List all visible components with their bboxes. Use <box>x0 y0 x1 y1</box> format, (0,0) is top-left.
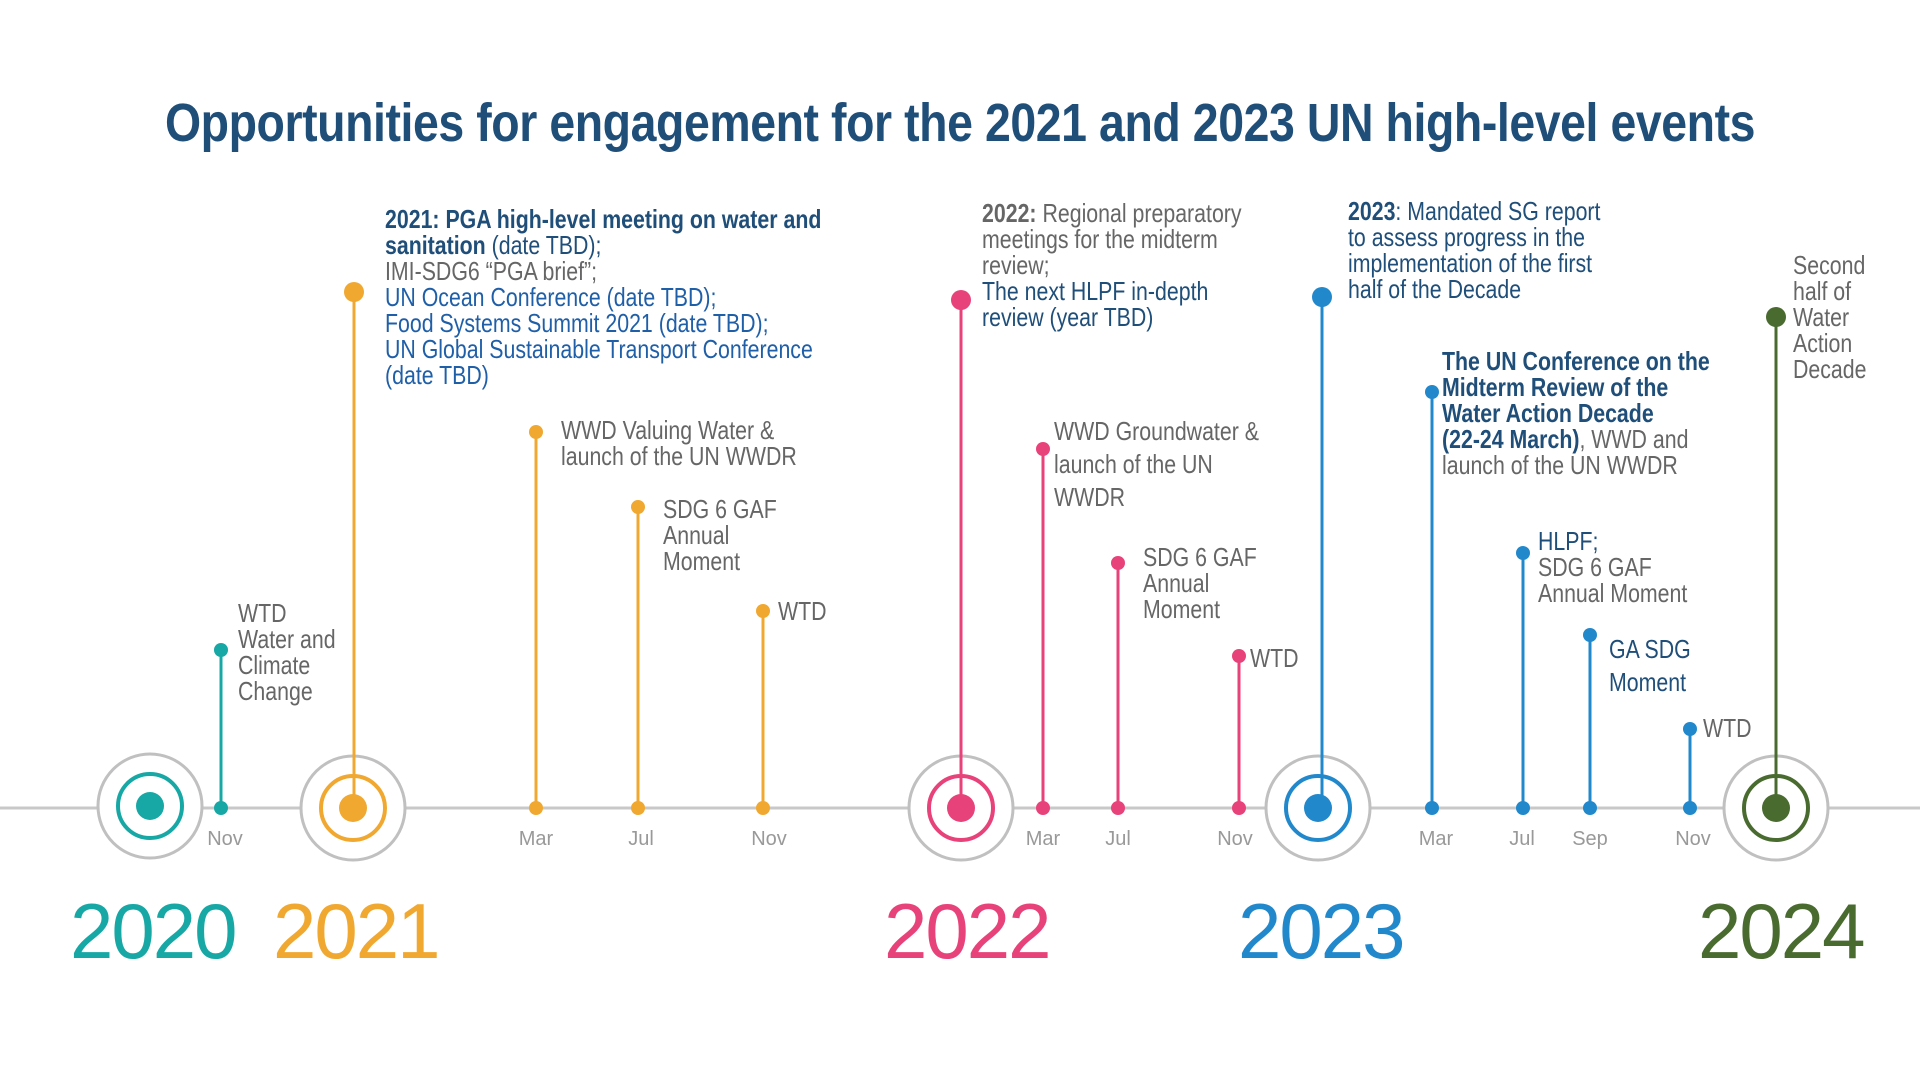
stem-wtd-2021 <box>756 604 770 815</box>
month-label: Nov <box>1675 828 1711 850</box>
page-title: Opportunities for engagement for the 202… <box>164 93 1756 153</box>
year-label-2021: 2021 <box>273 887 441 975</box>
stem-wwd-2021 <box>529 425 543 815</box>
event-wtd-2022: WTD <box>1250 643 1299 673</box>
event-2021-main: 2021: PGA high-level meeting on water an… <box>385 204 822 390</box>
year-label-2022: 2022 <box>884 887 1052 975</box>
month-label: Sep <box>1572 828 1608 850</box>
event-wtd-2023: WTD <box>1703 713 1752 743</box>
stem-gaf-2022 <box>1111 556 1125 815</box>
stem-hlpf-2023 <box>1516 546 1530 815</box>
stem-conf-2023 <box>1425 385 1439 815</box>
stem-2024-main <box>1766 307 1786 808</box>
event-2022-main: 2022: Regional preparatory meetings for … <box>982 198 1242 332</box>
event-ga-2023: GA SDG Moment <box>1609 634 1691 697</box>
event-2023-main: 2023: Mandated SG report to assess progr… <box>1348 196 1601 304</box>
event-hlpf-2023: HLPF; SDG 6 GAF Annual Moment <box>1538 526 1688 608</box>
stem-gaf-2021 <box>631 500 645 815</box>
month-label: Mar <box>518 828 554 850</box>
stem-wtd-2023 <box>1683 722 1697 815</box>
month-label: Nov <box>1217 828 1253 850</box>
event-wwd-2021: WWD Valuing Water & launch of the UN WWD… <box>561 415 797 471</box>
month-label: Mar <box>1025 828 1061 850</box>
event-wwd-2022: WWD Groundwater & launch of the UN WWDR <box>1054 416 1259 512</box>
year-label-2023: 2023 <box>1238 887 1406 975</box>
year-marker-2023 <box>1264 754 1372 862</box>
stem-wwd-2022 <box>1036 442 1050 815</box>
month-label: Jul <box>1509 828 1535 850</box>
month-label: Jul <box>628 828 654 850</box>
month-label: Nov <box>207 828 243 850</box>
stem-wtd-2020 <box>214 643 228 815</box>
month-label: Nov <box>751 828 787 850</box>
year-label-2020: 2020 <box>70 887 238 975</box>
stem-2023-main <box>1312 287 1332 808</box>
stem-ga-2023 <box>1583 628 1597 815</box>
stem-2022-main <box>951 290 971 808</box>
month-label: Mar <box>1418 828 1454 850</box>
event-gaf-2022: SDG 6 GAF Annual Moment <box>1143 542 1257 624</box>
month-label: Jul <box>1105 828 1131 850</box>
stem-wtd-2022 <box>1232 649 1246 815</box>
event-gaf-2021: SDG 6 GAF Annual Moment <box>663 494 777 576</box>
year-marker-2020 <box>96 752 204 860</box>
event-wtd-2021: WTD <box>778 596 827 626</box>
event-2024-main: Second half of Water Action Decade <box>1793 250 1867 384</box>
year-label-2024: 2024 <box>1698 887 1866 975</box>
event-wtd-2020: WTD Water and Climate Change <box>238 598 336 706</box>
event-conf-2023: The UN Conference on the Midterm Review … <box>1442 346 1710 480</box>
stem-2021-main <box>344 282 364 808</box>
